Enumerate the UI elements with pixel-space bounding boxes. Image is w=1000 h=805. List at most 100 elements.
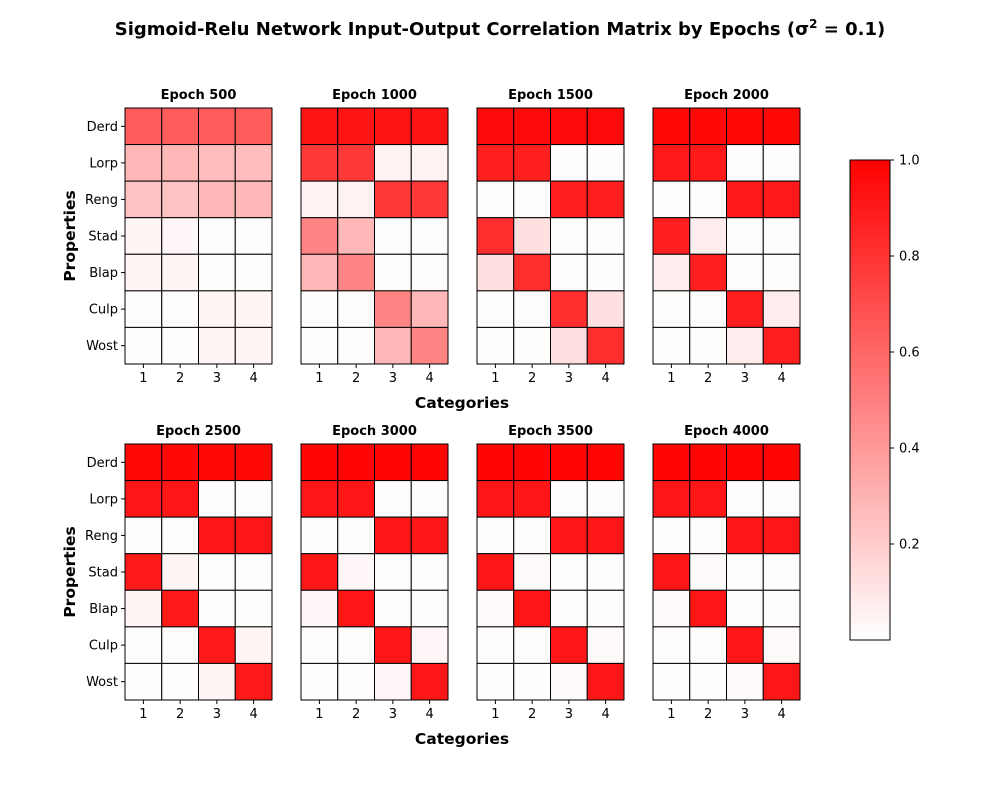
heatmap-cell (689, 662, 727, 701)
heatmap-cell (550, 626, 588, 664)
heatmap-cell (198, 553, 236, 591)
heatmap-cell (234, 253, 273, 292)
heatmap-cell (198, 443, 236, 482)
heatmap-cell (234, 516, 273, 555)
heatmap-cell (513, 553, 551, 591)
heatmap-cell (586, 553, 625, 591)
heatmap-cell (550, 144, 588, 182)
heatmap-cell (300, 180, 339, 219)
heatmap-cell (689, 480, 727, 518)
heatmap-cell (337, 443, 375, 482)
heatmap-cell (513, 290, 551, 328)
heatmap-cell (762, 626, 801, 664)
heatmap-cell (550, 480, 588, 518)
heatmap-cell (550, 217, 588, 255)
heatmap-cell (410, 443, 449, 482)
heatmap-cell (161, 253, 199, 292)
heatmap-cell (652, 516, 691, 555)
heatmap-cell (124, 443, 163, 482)
heatmap-cell (234, 326, 273, 365)
heatmap-cell (198, 253, 236, 292)
heatmap-cell (762, 180, 801, 219)
x-tick-label: 4 (249, 707, 257, 722)
heatmap-panel: Epoch 3500 1 2 3 4 (476, 424, 625, 722)
heatmap-cell (550, 553, 588, 591)
heatmap-cell (410, 253, 449, 292)
heatmap-cell (198, 180, 236, 219)
heatmap-cell (234, 290, 273, 328)
y-tick-label: Derd (87, 456, 118, 471)
heatmap-cell (161, 107, 199, 146)
heatmap-cell (476, 443, 515, 482)
heatmap-cell (513, 480, 551, 518)
y-tick-label: Wost (86, 339, 118, 354)
heatmap-cell (374, 589, 412, 628)
heatmap-cell (300, 589, 339, 628)
x-tick-label: 3 (565, 707, 573, 722)
heatmap-cell (726, 217, 764, 255)
heatmap-cell (374, 180, 412, 219)
y-tick-label: Derd (87, 120, 118, 135)
chart-title-main: Sigmoid-Relu Network Input-Output Correl… (115, 19, 809, 40)
heatmap-cell (300, 107, 339, 146)
heatmap-cell (513, 589, 551, 628)
panel-frame (300, 443, 449, 701)
x-tick-label: 1 (315, 707, 323, 722)
heatmap-cell (726, 516, 764, 555)
heatmap-cell (234, 662, 273, 701)
heatmap-cell (300, 480, 339, 518)
y-tick-label: Blap (89, 266, 118, 281)
y-tick-label: Culp (89, 303, 118, 318)
colorbar: 0.2 0.4 0.6 0.8 1.0 (849, 154, 920, 641)
y-axis-label: Properties (61, 190, 79, 281)
y-tick-label: Stad (88, 229, 118, 244)
heatmap-cell (337, 480, 375, 518)
heatmap-cell (586, 480, 625, 518)
panel-title: Epoch 2000 (684, 88, 769, 103)
heatmap-cell (410, 217, 449, 255)
heatmap-cell (374, 443, 412, 482)
heatmap-cell (198, 589, 236, 628)
heatmap-cell (762, 443, 801, 482)
heatmap-cell (161, 144, 199, 182)
x-tick-label: 1 (491, 371, 499, 386)
heatmap-cell (374, 107, 412, 146)
x-tick-label: 4 (425, 371, 433, 386)
y-tick-label: Reng (85, 193, 118, 208)
x-tick-label: 1 (667, 707, 675, 722)
heatmap-cell (124, 107, 163, 146)
colorbar-tick-label: 0.8 (899, 250, 920, 265)
colorbar-tick-label: 0.6 (899, 346, 920, 361)
heatmap-cell (476, 326, 515, 365)
panel-frame (476, 443, 625, 701)
x-tick-label: 2 (528, 707, 536, 722)
heatmap-cell (234, 107, 273, 146)
heatmap-panel: Epoch 1500 1 2 3 4 (476, 88, 625, 386)
heatmap-cell (337, 107, 375, 146)
x-tick-label: 3 (741, 371, 749, 386)
heatmap-cell (198, 516, 236, 555)
heatmap-cell (586, 626, 625, 664)
heatmap-cell (476, 626, 515, 664)
heatmap-cell (198, 480, 236, 518)
heatmap-cell (762, 326, 801, 365)
heatmap-cell (652, 253, 691, 292)
heatmap-cell (726, 107, 764, 146)
heatmap-cell (513, 180, 551, 219)
panel-frame (476, 107, 625, 365)
heatmap-cell (652, 290, 691, 328)
x-tick-label: 3 (213, 707, 221, 722)
heatmap-cell (337, 553, 375, 591)
heatmap-cell (337, 326, 375, 365)
heatmap-cell (300, 662, 339, 701)
x-tick-label: 2 (352, 707, 360, 722)
heatmap-cell (300, 253, 339, 292)
heatmap-cell (300, 326, 339, 365)
heatmap-cell (689, 326, 727, 365)
heatmap-cell (689, 626, 727, 664)
heatmap-cell (762, 589, 801, 628)
heatmap-cell (124, 144, 163, 182)
heatmap-cell (374, 480, 412, 518)
heatmap-cell (476, 589, 515, 628)
colorbar-tick-label: 1.0 (899, 154, 920, 169)
